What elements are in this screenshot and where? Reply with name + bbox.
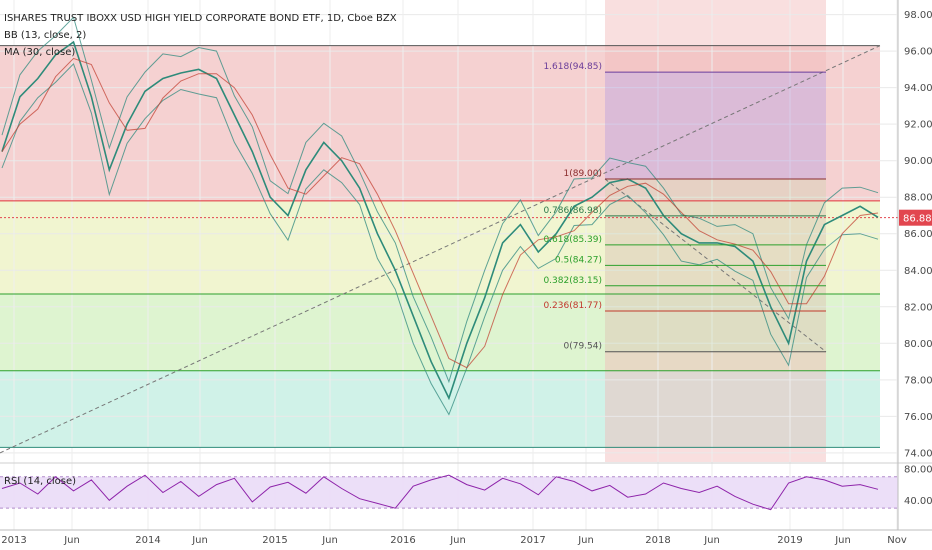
x-tick-label: 2016 (390, 535, 415, 546)
y-tick-label: 90.00 (904, 156, 932, 167)
zone-band (0, 200, 880, 294)
zone-band (0, 370, 880, 448)
y-tick-label: 84.00 (904, 266, 932, 277)
y-tick-label: 98.00 (904, 10, 932, 21)
bb-indicator-label[interactable]: BB (13, close, 2) (4, 30, 86, 41)
fibonacci-labels: 1.618(94.85) 1(89.00) 0.786(86.98) 0.618(85… (543, 62, 826, 353)
rsi-line (1, 474, 879, 511)
fib-level-label: 0(79.54) (563, 342, 602, 352)
trend-line (0, 45, 881, 454)
x-tick-label: Jun (834, 535, 851, 546)
y-tick-label: 92.00 (904, 120, 932, 131)
x-tick-label: Jun (63, 535, 80, 546)
rsi-y-tick-label: 80.00 (904, 464, 932, 475)
fib-level-label: 1(89.00) (563, 169, 602, 179)
y-tick-label: 86.00 (904, 229, 932, 240)
y-tick-label: 96.00 (904, 47, 932, 58)
y-tick-label: 76.00 (904, 412, 932, 423)
rsi-pane (0, 462, 932, 511)
rsi-indicator-label[interactable]: RSI (14, close) (4, 476, 76, 487)
fib-level-label: 0.382(83.15) (543, 276, 602, 286)
x-tick-label: 2014 (135, 535, 160, 546)
last-price-value: 86.88 (903, 214, 932, 225)
x-tick-label: Jun (703, 535, 720, 546)
bb-lower-line (1, 62, 879, 416)
y-tick-label: 74.00 (904, 448, 932, 459)
x-tick-label: 2018 (645, 535, 670, 546)
fibonacci-box (605, 72, 826, 352)
x-tick-label: 2017 (520, 535, 545, 546)
x-tick-label: 2019 (777, 535, 802, 546)
x-tick-label: Jun (191, 535, 208, 546)
x-tick-label: Jun (449, 535, 466, 546)
fib-level-label: 0.786(86.98) (543, 206, 602, 216)
price-line (1, 40, 879, 401)
y-tick-label: 78.00 (904, 375, 932, 386)
fib-level-label: 1.618(94.85) (543, 62, 602, 72)
x-tick-label: Jun (577, 535, 594, 546)
price-series (1, 16, 879, 416)
y-tick-label: 82.00 (904, 302, 932, 313)
rsi-band (0, 476, 898, 509)
fib-extension-box (605, 72, 826, 179)
y-tick-label: 94.00 (904, 83, 932, 94)
y-tick-label: 80.00 (904, 339, 932, 350)
ma-indicator-label[interactable]: MA (30, close) (4, 47, 75, 58)
y-tick-label: 88.00 (904, 193, 932, 204)
chart-title: ISHARES TRUST IBOXX USD HIGH YIELD CORPO… (4, 13, 397, 24)
fib-level-label: 0.618(85.39) (543, 235, 602, 245)
bb-upper-line (1, 16, 879, 384)
last-price-tag: 86.88 (899, 209, 932, 226)
rsi-y-tick-label: 40.00 (904, 496, 932, 507)
x-tick-label: Jun (321, 535, 338, 546)
x-tick-label: 2015 (262, 535, 287, 546)
x-tick-label: Nov (887, 535, 907, 546)
fib-level-label: 0.5(84.27) (555, 255, 602, 265)
x-tick-label: 2013 (1, 535, 26, 546)
fib-level-label: 0.236(81.77) (543, 301, 602, 311)
ma-line (1, 57, 879, 369)
